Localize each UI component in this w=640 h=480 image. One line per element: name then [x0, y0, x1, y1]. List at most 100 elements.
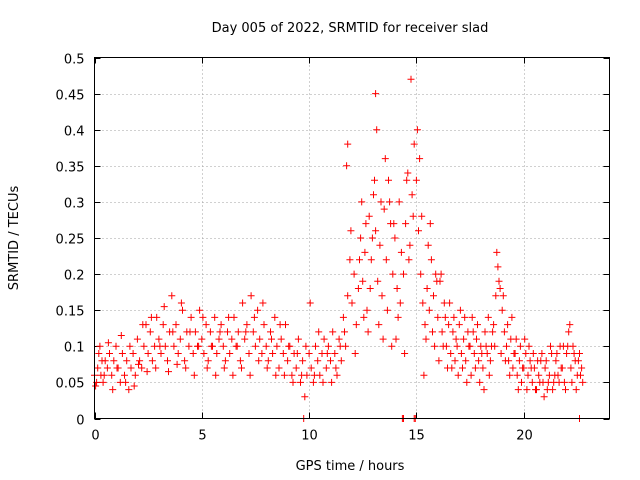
data-point	[122, 378, 130, 386]
data-point	[484, 313, 492, 321]
data-point	[563, 350, 571, 357]
data-point	[356, 256, 363, 264]
data-point	[306, 299, 314, 307]
data-point	[367, 256, 375, 264]
data-point	[451, 357, 459, 365]
data-point	[196, 306, 204, 314]
data-point	[564, 342, 572, 350]
data-point	[302, 342, 310, 350]
data-point	[298, 371, 306, 379]
data-point	[368, 234, 376, 242]
y-tick-label: 0	[76, 414, 84, 429]
data-point	[468, 313, 476, 321]
data-point	[373, 126, 381, 134]
data-point	[407, 75, 415, 83]
data-point	[452, 335, 460, 343]
data-point	[238, 364, 245, 372]
data-point	[425, 306, 433, 314]
data-point	[494, 263, 502, 271]
data-point	[110, 357, 118, 365]
data-point	[277, 335, 285, 343]
data-point	[112, 342, 120, 350]
y-tick-label: 0.5	[64, 53, 85, 68]
data-point	[536, 378, 544, 386]
data-point	[319, 378, 327, 386]
data-point	[165, 368, 172, 376]
data-point	[523, 386, 531, 394]
data-point	[420, 371, 428, 379]
data-point	[155, 335, 163, 343]
data-point	[577, 371, 584, 379]
data-point	[305, 350, 313, 357]
data-point	[168, 292, 176, 300]
data-point	[314, 357, 322, 365]
data-point	[567, 364, 575, 372]
data-point	[526, 357, 534, 365]
data-point	[459, 364, 466, 372]
data-point	[198, 335, 206, 343]
data-point	[269, 350, 277, 357]
data-point	[481, 328, 489, 336]
data-point	[350, 270, 358, 278]
data-point	[129, 350, 137, 357]
data-point	[553, 350, 561, 357]
data-point	[275, 364, 283, 372]
data-point	[392, 335, 400, 343]
data-point	[366, 285, 374, 292]
data-point	[268, 335, 275, 343]
data-point	[365, 212, 373, 220]
data-point	[273, 342, 281, 350]
data-point	[424, 241, 432, 249]
data-point	[566, 321, 574, 329]
data-point	[156, 342, 164, 350]
data-point	[204, 357, 212, 365]
data-point	[118, 350, 126, 357]
data-point	[490, 321, 498, 329]
data-point	[454, 371, 462, 379]
data-point	[562, 386, 569, 394]
data-point	[95, 350, 103, 357]
data-point	[327, 357, 334, 365]
data-point	[418, 212, 426, 220]
data-point	[185, 342, 193, 350]
data-point	[182, 364, 190, 372]
data-point	[372, 90, 380, 98]
data-point	[393, 285, 401, 292]
data-point	[148, 357, 156, 365]
y-tick-label: 0.25	[56, 233, 85, 248]
data-point	[426, 220, 434, 228]
plot-frame	[94, 57, 610, 419]
data-point	[144, 350, 152, 357]
data-point	[337, 357, 345, 365]
data-point	[383, 306, 391, 314]
data-point	[187, 313, 195, 321]
data-point	[344, 140, 352, 148]
data-point	[199, 313, 207, 321]
data-point	[113, 364, 121, 372]
data-point	[344, 292, 352, 300]
data-point	[379, 335, 387, 343]
x-tick-label: 15	[408, 429, 425, 444]
data-point	[427, 256, 435, 264]
x-axis-label: GPS time / hours	[296, 459, 405, 474]
data-point	[359, 277, 367, 285]
data-point	[434, 313, 442, 321]
data-point	[239, 299, 247, 307]
data-point	[262, 342, 270, 350]
data-points	[91, 75, 587, 422]
data-point	[332, 364, 340, 372]
data-point	[250, 313, 258, 321]
data-point	[109, 386, 117, 394]
data-point	[447, 350, 455, 357]
data-point	[431, 342, 439, 350]
data-point	[294, 335, 302, 343]
data-point	[322, 364, 330, 372]
data-point	[504, 321, 512, 329]
data-point	[449, 328, 457, 336]
data-point	[224, 328, 231, 336]
data-point	[512, 335, 520, 343]
data-point	[216, 328, 224, 336]
data-point	[228, 335, 236, 343]
data-point	[241, 335, 249, 343]
data-point	[565, 328, 573, 336]
